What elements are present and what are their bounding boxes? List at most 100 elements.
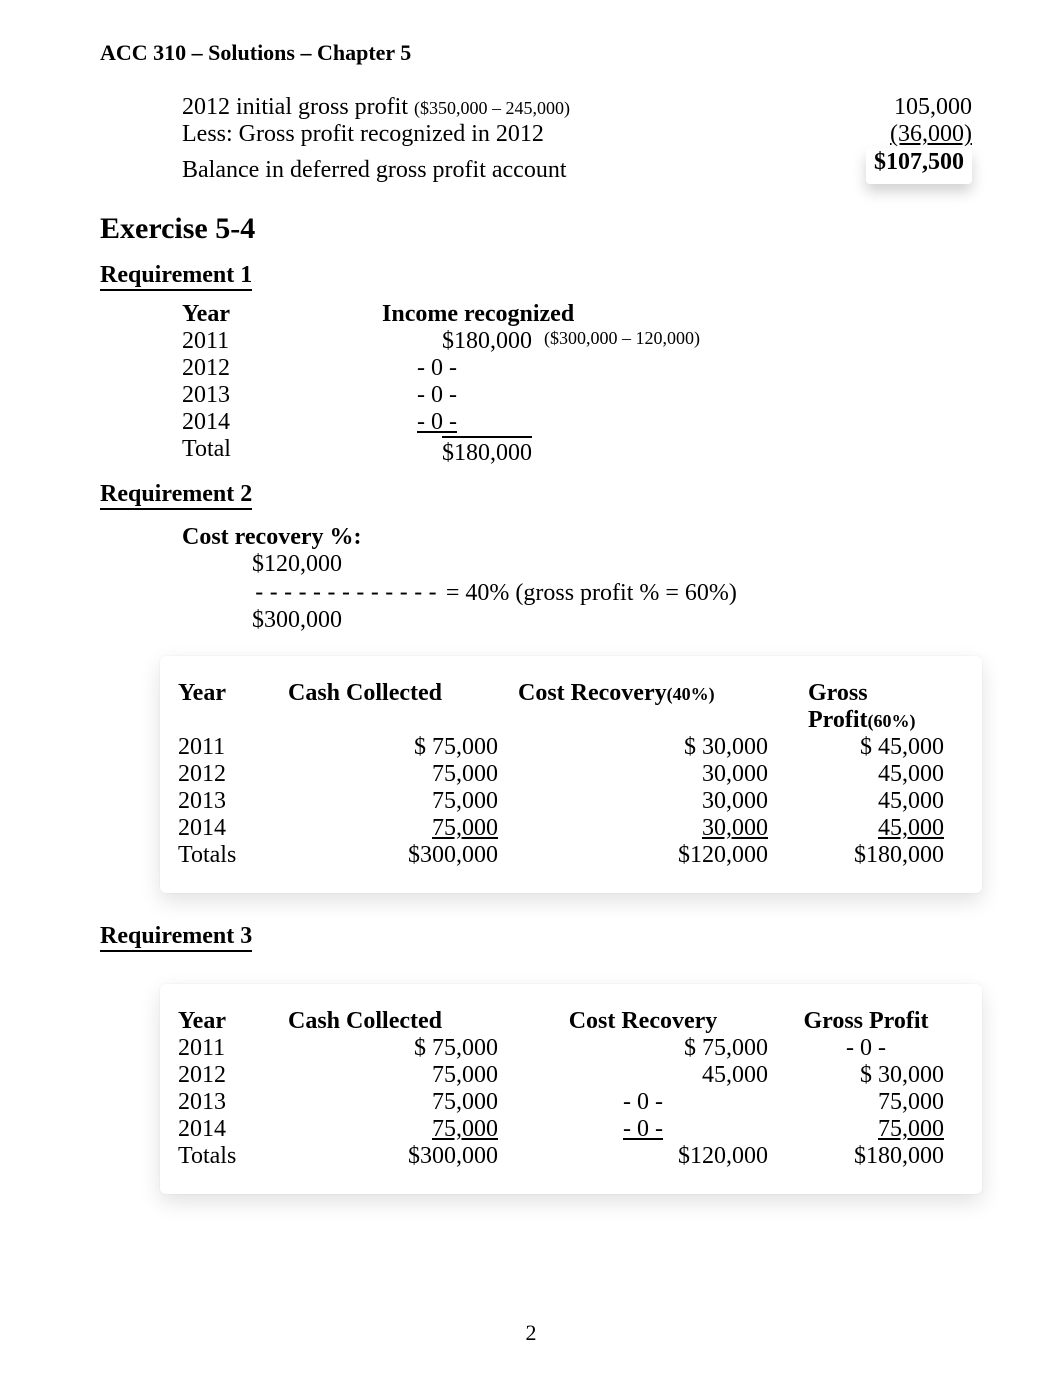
intro-sub: ($350,000 – 245,000) [414, 98, 570, 118]
intro-value: 105,000 [894, 94, 972, 121]
cell: $180,000 [788, 842, 964, 869]
intro-line: Balance in deferred gross profit account… [182, 148, 972, 184]
cell: $ 75,000 [288, 734, 518, 761]
intro-label: Less: Gross profit recognized in 2012 [182, 121, 544, 148]
requirement-1-title: Requirement 1 [100, 262, 252, 291]
req1-table: Year Income recognized 2011 $180,000 ($3… [182, 301, 972, 467]
req1-year: 2012 [182, 355, 342, 382]
table-row: 2011 $180,000 ($300,000 – 120,000) [182, 328, 972, 355]
table-row-total: Totals $300,000 $120,000 $180,000 [170, 842, 964, 869]
cell: 45,000 [788, 761, 964, 788]
cell: 45,000 [878, 815, 944, 841]
intro-line: Less: Gross profit recognized in 2012 (3… [182, 121, 972, 148]
intro-label: Balance in deferred gross profit account [182, 157, 567, 184]
cost-recovery-label: Cost recovery %: [182, 524, 972, 551]
col-gross-profit: Gross Profit [788, 1008, 964, 1035]
col-cost-recovery-sub: (40%) [667, 684, 715, 704]
table-row: 2012 - 0 - [182, 355, 972, 382]
cell: 30,000 [518, 761, 788, 788]
cost-equals: = 40% (gross profit % = 60%) [440, 580, 737, 606]
intro-label: 2012 initial gross profit [182, 94, 414, 120]
table-row: 2012 75,000 45,000 $ 30,000 [170, 1062, 964, 1089]
req3-card: Year Cash Collected Cost Recovery Gross … [160, 984, 982, 1194]
req1-value: - 0 - [417, 409, 457, 435]
cell: - 0 - [518, 1089, 788, 1116]
cell: $ 75,000 [518, 1035, 788, 1062]
requirement-2-title: Requirement 2 [100, 481, 252, 510]
intro-value: (36,000) [890, 121, 972, 148]
cell: 75,000 [288, 1062, 518, 1089]
cell: 75,000 [788, 1089, 964, 1116]
col-cost-recovery: Cost Recovery [518, 680, 667, 706]
intro-lines: 2012 initial gross profit ($350,000 – 24… [182, 94, 972, 184]
cell: 75,000 [432, 1116, 498, 1142]
page-number: 2 [0, 1320, 1062, 1346]
cell: 2013 [170, 788, 288, 815]
col-cost-recovery: Cost Recovery [518, 1008, 788, 1035]
req1-value: $180,000 [342, 328, 532, 355]
cost-numerator: $120,000 [252, 551, 972, 578]
cell: 75,000 [432, 815, 498, 841]
cell: $ 45,000 [788, 734, 964, 761]
table-row: 2014 75,000 30,000 45,000 [170, 815, 964, 842]
cell: $120,000 [518, 842, 788, 869]
cell: $ 30,000 [518, 734, 788, 761]
table-row-total: Total $180,000 [182, 436, 972, 467]
intro-line: 2012 initial gross profit ($350,000 – 24… [182, 94, 972, 121]
req1-total-value: $180,000 [442, 436, 532, 467]
table-row: 2011 $ 75,000 $ 30,000 $ 45,000 [170, 734, 964, 761]
col-year: Year [170, 680, 288, 734]
col-year: Year [170, 1008, 288, 1035]
cell: $ 75,000 [288, 1035, 518, 1062]
cell: 75,000 [288, 788, 518, 815]
cell: 2012 [170, 1062, 288, 1089]
cell: Totals [170, 1143, 288, 1170]
table-row: 2012 75,000 30,000 45,000 [170, 761, 964, 788]
req1-value: - 0 - [342, 355, 532, 382]
col-cash: Cash Collected [288, 1008, 518, 1035]
cell: 2011 [170, 1035, 288, 1062]
cell: 75,000 [288, 1089, 518, 1116]
req1-year: 2011 [182, 328, 342, 355]
cost-denominator: $300,000 [252, 607, 972, 634]
req1-head-income: Income recognized [342, 301, 972, 328]
req1-year: 2013 [182, 382, 342, 409]
table-header: Year Cash Collected Cost Recovery(40%) G… [170, 680, 964, 734]
cell: $300,000 [288, 842, 518, 869]
cost-divider: ------------- [252, 578, 440, 606]
cell: 75,000 [878, 1116, 944, 1142]
table-row: 2014 - 0 - [182, 409, 972, 436]
table-header: Year Cash Collected Cost Recovery Gross … [170, 1008, 964, 1035]
page-header: ACC 310 – Solutions – Chapter 5 [100, 40, 972, 66]
cell: 2011 [170, 734, 288, 761]
cell: 30,000 [702, 815, 768, 841]
cell: 2012 [170, 761, 288, 788]
cell: $180,000 [788, 1143, 964, 1170]
cost-recovery-block: Cost recovery %: $120,000 ------------- … [182, 524, 972, 634]
table-row: 2013 - 0 - [182, 382, 972, 409]
table-row: 2011 $ 75,000 $ 75,000 - 0 - [170, 1035, 964, 1062]
cell: 45,000 [788, 788, 964, 815]
exercise-title: Exercise 5-4 [100, 212, 972, 246]
col-gross-profit-sub: (60%) [868, 711, 916, 731]
cell: - 0 - [623, 1116, 663, 1142]
cell: 2014 [170, 1116, 288, 1143]
table-row: 2014 75,000 - 0 - 75,000 [170, 1116, 964, 1143]
cell: $ 30,000 [788, 1062, 964, 1089]
table-row: 2013 75,000 - 0 - 75,000 [170, 1089, 964, 1116]
cell: 75,000 [288, 761, 518, 788]
cell: Totals [170, 842, 288, 869]
requirement-3-title: Requirement 3 [100, 923, 252, 952]
cell: 30,000 [518, 788, 788, 815]
cell: $300,000 [288, 1143, 518, 1170]
req2-card: Year Cash Collected Cost Recovery(40%) G… [160, 656, 982, 893]
intro-value-highlight: $107,500 [866, 148, 972, 184]
req1-head-year: Year [182, 301, 342, 328]
cell: - 0 - [788, 1035, 964, 1062]
col-cash: Cash Collected [288, 680, 518, 734]
table-row-total: Totals $300,000 $120,000 $180,000 [170, 1143, 964, 1170]
req1-note: ($300,000 – 120,000) [532, 328, 700, 355]
req1-value: - 0 - [342, 382, 532, 409]
cell: 2013 [170, 1089, 288, 1116]
cell: $120,000 [518, 1143, 788, 1170]
